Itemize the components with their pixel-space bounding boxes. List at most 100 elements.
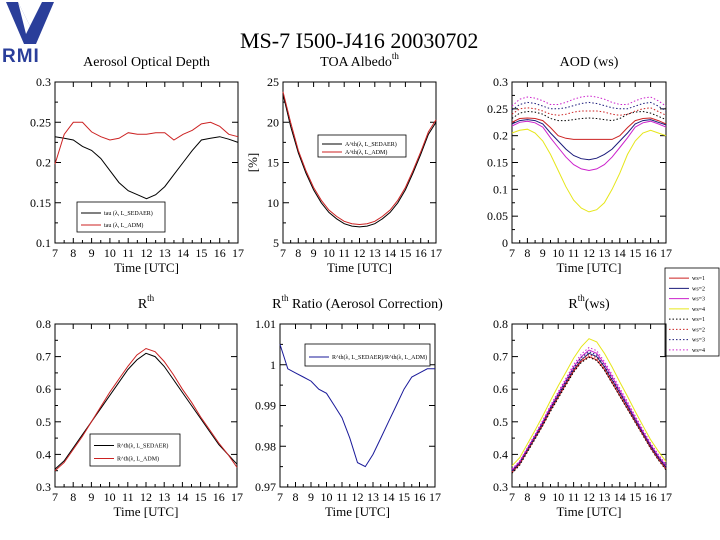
y-tick-label: 0.1 — [36, 236, 51, 250]
chart-aod: Aerosol Optical Depth 7 8 9 10 11 12 13 14 15 16 17… — [30, 55, 244, 275]
legend-label: ws=3 — [692, 297, 705, 303]
plot-frame — [282, 81, 437, 244]
series-line-4 — [511, 356, 667, 474]
x-tick-label: 7 — [509, 490, 515, 504]
chart-title: Rth — [138, 293, 155, 312]
y-tick-label: 0.98 — [255, 439, 276, 453]
series-line-0 — [511, 117, 667, 140]
x-tick-label: 16 — [645, 246, 657, 260]
y-tick-label: 0.6 — [493, 382, 508, 396]
x-tick-label: 13 — [159, 246, 171, 260]
x-tick-label: 8 — [293, 490, 299, 504]
x-tick-label: 15 — [398, 490, 410, 504]
plot-frame — [511, 81, 667, 244]
series-line-1 — [511, 119, 667, 161]
x-tick-label: 8 — [524, 490, 530, 504]
series-line-7 — [511, 95, 667, 107]
legend-label: tau (λ, L_SEDAER) — [104, 210, 153, 217]
x-tick-label: 12 — [352, 490, 364, 504]
x-tick-label: 14 — [614, 246, 626, 260]
x-tick-label: 14 — [614, 490, 626, 504]
legend-label: A^th(λ, L_ADM) — [345, 149, 387, 156]
x-tick-label: 11 — [568, 246, 580, 260]
x-tick-label: 10 — [552, 246, 564, 260]
legend-label: tau (λ, L_ADM) — [104, 222, 143, 229]
y-tick-label: 0.7 — [493, 350, 508, 364]
y-tick-label: 0.2 — [493, 129, 508, 143]
x-tick-label: 14 — [383, 490, 395, 504]
x-tick-label: 17 — [231, 490, 243, 504]
y-tick-label: 0.15 — [487, 156, 508, 170]
chart-rth: Rth 7 8 9 10 11 12 13 14 15 16 17 0.3 0.4 0.5 0.6 0.7 0.8… — [36, 293, 243, 519]
x-tick-label: 16 — [645, 490, 657, 504]
x-tick-label: 14 — [177, 246, 189, 260]
x-tick-label: 9 — [89, 246, 95, 260]
plot-frame — [511, 323, 667, 488]
series-line-5 — [511, 354, 667, 473]
y-tick-label: 0.3 — [36, 75, 51, 89]
y-tick-label: 0.4 — [36, 447, 51, 461]
legend-label: ws=4 — [692, 307, 705, 313]
x-tick-label: 8 — [295, 246, 301, 260]
x-tick-label: 15 — [399, 246, 411, 260]
y-tick-label: 0 — [502, 236, 508, 250]
x-tick-label: 14 — [384, 246, 396, 260]
legend-label: ws=1 — [692, 276, 705, 282]
x-axis-label: Time [UTC] — [327, 260, 392, 275]
x-tick-label: 8 — [70, 246, 76, 260]
y-tick-label: 0.97 — [255, 480, 276, 494]
series-line-0 — [54, 136, 239, 200]
x-tick-label: 17 — [660, 490, 672, 504]
x-tick-label: 9 — [540, 246, 546, 260]
legend-box — [304, 343, 431, 367]
y-tick-label: 15 — [267, 156, 279, 170]
legend-box — [664, 267, 720, 357]
x-tick-label: 7 — [52, 490, 58, 504]
x-tick-label: 7 — [277, 490, 283, 504]
series-line-3 — [511, 338, 667, 467]
x-tick-label: 9 — [308, 490, 314, 504]
y-tick-label: 0.3 — [493, 75, 508, 89]
x-tick-label: 15 — [629, 490, 641, 504]
x-tick-label: 8 — [70, 490, 76, 504]
chart-title: TOA Albedoth — [320, 51, 399, 70]
x-axis-label: Time [UTC] — [114, 504, 179, 519]
legend-label: ws=2 — [692, 327, 705, 333]
series-line-1 — [54, 121, 239, 165]
y-tick-label: 5 — [273, 236, 279, 250]
x-axis-label: Time [UTC] — [325, 504, 390, 519]
series-line-7 — [511, 346, 667, 470]
x-tick-label: 12 — [583, 246, 595, 260]
x-tick-label: 11 — [568, 490, 580, 504]
y-tick-label: 0.25 — [487, 102, 508, 116]
x-tick-label: 16 — [415, 246, 427, 260]
y-tick-label: 25 — [267, 75, 279, 89]
x-tick-label: 15 — [629, 246, 641, 260]
x-tick-label: 7 — [509, 246, 515, 260]
chart-title: Rth Ratio (Aerosol Correction) — [272, 293, 443, 312]
x-tick-label: 10 — [104, 490, 116, 504]
x-tick-label: 12 — [354, 246, 366, 260]
rmi-logo-text: RMI — [2, 46, 40, 67]
x-tick-label: 16 — [214, 246, 226, 260]
legend-label: ws=2 — [692, 286, 705, 292]
series-line-4 — [511, 110, 667, 122]
y-tick-label: 0.3 — [36, 480, 51, 494]
x-axis-label: Time [UTC] — [557, 504, 622, 519]
chart-title: AOD (ws) — [560, 55, 619, 70]
x-tick-label: 9 — [311, 246, 317, 260]
legend-box — [76, 201, 166, 233]
x-tick-label: 17 — [429, 490, 441, 504]
y-tick-label: 10 — [267, 196, 279, 210]
series-line-2 — [511, 349, 667, 471]
x-tick-label: 12 — [140, 490, 152, 504]
series-line-0 — [511, 356, 667, 473]
legend-label: ws=3 — [692, 338, 705, 344]
x-tick-label: 11 — [122, 246, 134, 260]
x-tick-label: 9 — [88, 490, 94, 504]
y-tick-label: 0.2 — [36, 156, 51, 170]
series-line-1 — [54, 347, 238, 472]
chart-aod_ws: AOD (ws) 7 8 9 10 11 12 13 14 15 16 17 0 0.05 0.1 0.15 0… — [487, 55, 720, 357]
x-tick-label: 11 — [336, 490, 348, 504]
